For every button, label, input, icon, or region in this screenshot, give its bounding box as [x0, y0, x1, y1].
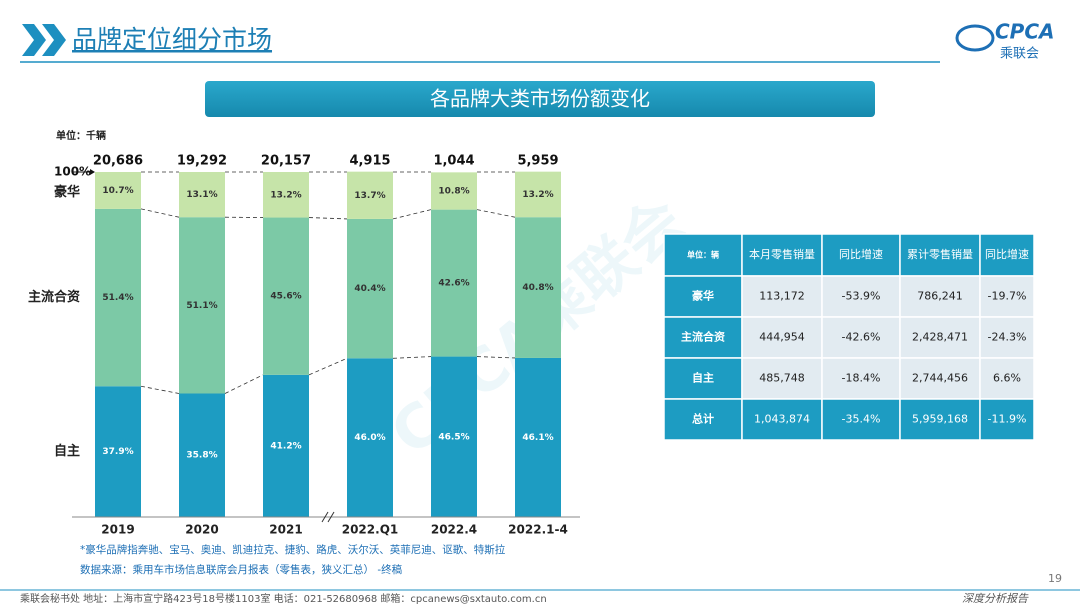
table-text: -18.4%	[842, 372, 881, 385]
value-label: 35.8%	[186, 451, 217, 461]
total-label: 5,959	[517, 154, 558, 169]
value-label: 46.0%	[354, 433, 385, 443]
series-label: 主流合资	[28, 289, 80, 305]
table-text: 豪华	[692, 289, 714, 303]
table-text: -53.9%	[842, 290, 881, 303]
connector	[309, 358, 347, 375]
total-label: 20,686	[93, 154, 143, 169]
table-text: 113,172	[759, 290, 805, 303]
total-label: 19,292	[177, 154, 227, 169]
arrow-head	[90, 169, 95, 175]
series-label: 自主	[54, 443, 80, 459]
value-label: 37.9%	[102, 447, 133, 457]
table-text: 单位：辆	[687, 250, 719, 260]
connector	[477, 210, 515, 218]
table-text: -35.4%	[842, 413, 881, 426]
table-text: 1,043,874	[754, 413, 810, 426]
note: *豪华品牌指奔驰、宝马、奥迪、凯迪拉克、捷豹、路虎、沃尔沃、英菲尼迪、讴歌、特斯…	[80, 543, 506, 556]
chevron	[22, 24, 46, 56]
table-text: 同比增速	[839, 247, 883, 261]
footer-tag: 深度分析报告	[962, 592, 1029, 605]
x-tick-label: 2021	[269, 523, 302, 537]
logo-mark	[957, 26, 993, 50]
connector	[225, 375, 263, 394]
table-text: 2,744,456	[912, 372, 968, 385]
value-label: 40.4%	[354, 284, 385, 294]
value-label: 45.6%	[270, 292, 301, 302]
value-label: 51.1%	[186, 301, 217, 311]
value-label: 13.2%	[522, 190, 553, 200]
table-text: -24.3%	[988, 331, 1027, 344]
table-text: 主流合资	[681, 330, 725, 344]
x-tick-label: 2020	[185, 523, 218, 537]
x-tick-label: 2019	[101, 523, 134, 537]
total-label: 20,157	[261, 154, 311, 169]
logo-sub: 乘联会	[1000, 47, 1039, 62]
connector	[309, 218, 347, 219]
x-tick-label: 2022.1-4	[508, 523, 568, 537]
value-label: 42.6%	[438, 279, 469, 289]
value-label: 41.2%	[270, 441, 301, 451]
table-text: 485,748	[759, 372, 805, 385]
total-label: 1,044	[433, 154, 474, 169]
total-label: 4,915	[349, 154, 390, 169]
value-label: 13.2%	[270, 190, 301, 200]
table-text: -11.9%	[988, 413, 1027, 426]
note: 数据来源：乘用车市场信息联席会月报表（零售表，狭义汇总） -终稿	[80, 563, 402, 576]
value-label: 10.8%	[438, 186, 469, 196]
logo: CPCA	[995, 20, 1055, 44]
table-text: 444,954	[759, 331, 805, 344]
table-text: 本月零售销量	[749, 247, 815, 261]
table-text: 5,959,168	[912, 413, 968, 426]
value-label: 13.7%	[354, 191, 385, 201]
value-label: 13.1%	[186, 190, 217, 200]
table-text: 自主	[692, 371, 714, 385]
value-label: 51.4%	[102, 293, 133, 303]
series-label: 豪华	[54, 184, 80, 200]
table-text: -42.6%	[842, 331, 881, 344]
connector	[141, 209, 179, 217]
chart-title: 各品牌大类市场份额变化	[430, 87, 650, 111]
table-text: -19.7%	[988, 290, 1027, 303]
connector	[141, 386, 179, 393]
page-number: 19	[1048, 572, 1062, 585]
x-tick-label: 2022.Q1	[342, 523, 399, 537]
value-label: 46.5%	[438, 432, 469, 442]
header-title: 品牌定位细分市场	[72, 25, 272, 54]
table-text: 2,428,471	[912, 331, 968, 344]
unit-label: 单位：千辆	[56, 129, 106, 142]
table-text: 累计零售销量	[907, 247, 973, 261]
table-text: 786,241	[917, 290, 963, 303]
footer-text: 乘联会秘书处 地址：上海市宣宁路423号18号楼1103室 电话：021-526…	[20, 592, 547, 605]
value-label: 40.8%	[522, 283, 553, 293]
value-label: 46.1%	[522, 433, 553, 443]
table-text: 6.6%	[993, 372, 1021, 385]
value-label: 10.7%	[102, 186, 133, 196]
connector	[393, 357, 431, 359]
connector	[393, 210, 431, 219]
table-text: 总计	[692, 412, 714, 426]
table-text: 同比增速	[985, 247, 1029, 261]
x-tick-label: 2022.4	[431, 523, 477, 537]
